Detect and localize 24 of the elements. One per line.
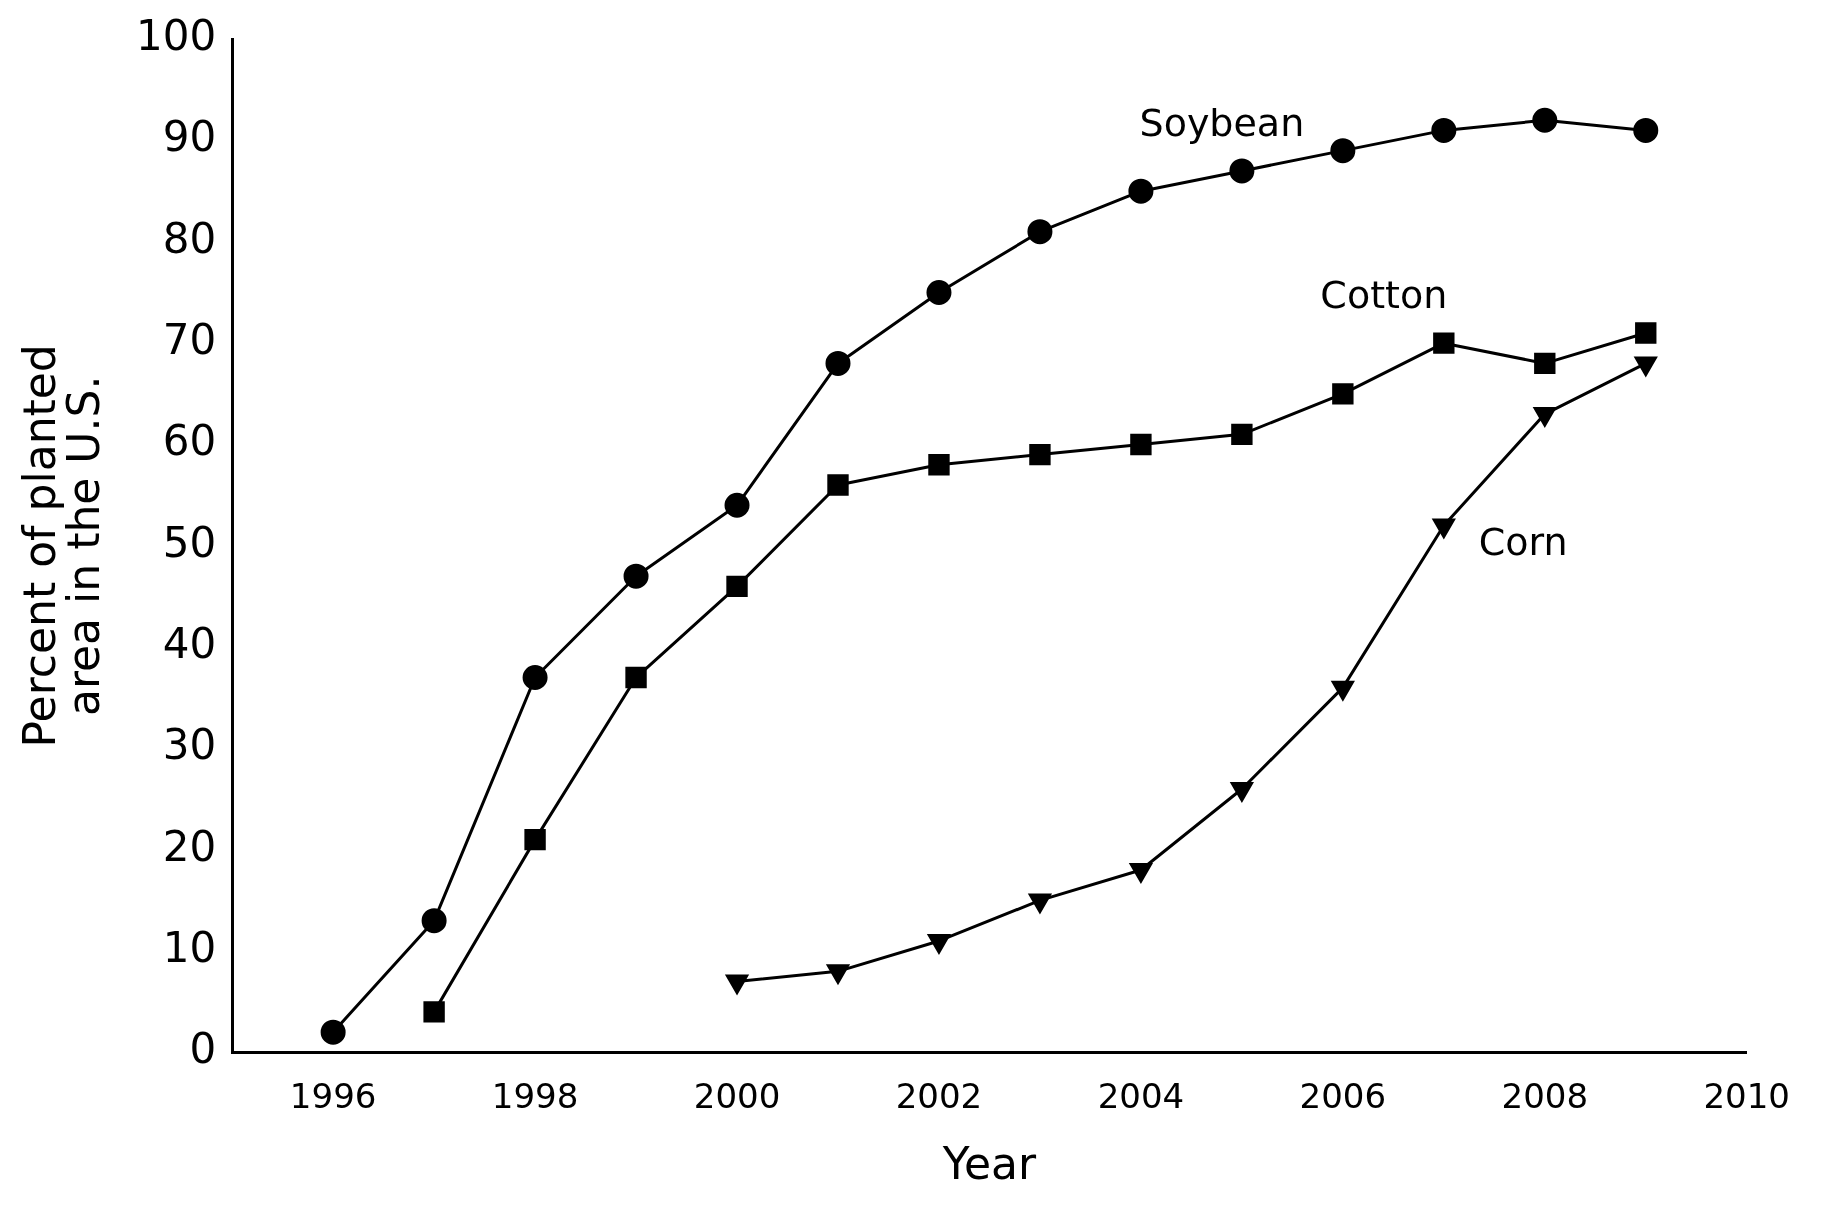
x-tick-label: 1998: [491, 1075, 579, 1116]
y-tick-label: 20: [162, 821, 217, 871]
y-tick-label: 10: [162, 922, 217, 972]
series-label: Cotton: [1320, 273, 1448, 318]
y-tick-label: 60: [162, 416, 217, 466]
x-tick-label: 2004: [1097, 1075, 1185, 1116]
x-tick-label: 2010: [1703, 1075, 1790, 1116]
y-tick-label: 0: [189, 1024, 217, 1074]
x-tick-label: 2000: [693, 1075, 781, 1116]
x-tick-label: 1996: [289, 1075, 377, 1116]
x-tick-label: 2008: [1501, 1075, 1589, 1116]
y-tick-label: 50: [162, 517, 217, 567]
y-tick-label: 90: [162, 112, 217, 162]
y-tick-label: 80: [162, 213, 217, 263]
y-axis-title: Percent of planted area in the U.S.: [14, 344, 110, 748]
x-tick-label: 2002: [895, 1075, 983, 1116]
y-tick-label: 100: [135, 11, 217, 61]
y-tick-label: 70: [162, 315, 217, 365]
x-tick-label: 2006: [1299, 1075, 1387, 1116]
y-tick-label: 40: [162, 619, 217, 669]
series-label: Corn: [1478, 520, 1568, 565]
series-label: Soybean: [1139, 100, 1305, 145]
x-axis-title: Year: [941, 1138, 1037, 1190]
y-tick-label: 30: [162, 720, 217, 770]
